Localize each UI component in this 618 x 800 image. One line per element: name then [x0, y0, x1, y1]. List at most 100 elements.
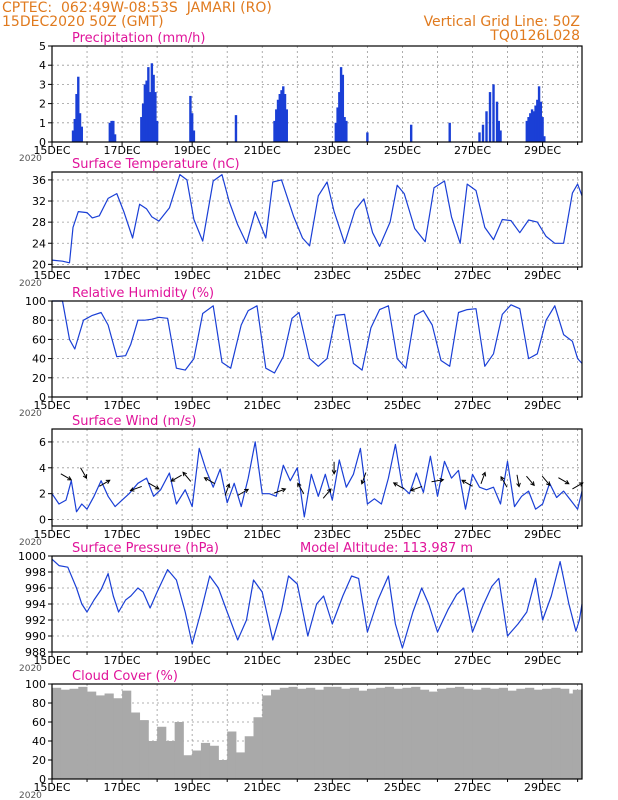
cloud-cover-bar	[419, 689, 430, 779]
cloud-cover-bar	[69, 688, 79, 779]
surface_pressure-xtick-label: 25DEC	[384, 654, 421, 667]
precipitation-frame	[51, 45, 583, 143]
precipitation-year-label: 2020	[19, 154, 42, 164]
surface_wind-xtick-label: 25DEC	[384, 528, 421, 541]
cloud-cover-bar	[498, 687, 508, 779]
cloud-cover-bar	[393, 688, 403, 779]
cloud-cover-bar	[358, 690, 368, 779]
cloud-cover-bar	[367, 688, 377, 779]
precipitation-xtick-label: 21DEC	[244, 144, 281, 157]
cloud_cover-title: Cloud Cover (%)	[72, 669, 178, 684]
precipitation-bar	[147, 67, 150, 142]
cloud_cover-xtick-label: 29DEC	[524, 781, 561, 794]
precipitation-xtick-label: 27DEC	[454, 144, 491, 157]
cloud-cover-bar	[402, 687, 412, 779]
wind-arrow-head	[182, 471, 187, 477]
relative_humidity-year-label: 2020	[19, 409, 42, 419]
cloud-cover-bar	[533, 689, 544, 779]
header-code: TQ0126L028	[490, 28, 580, 44]
surface_pressure-xtick-label: 15DEC	[33, 654, 70, 667]
precipitation-bar	[276, 99, 280, 142]
precipitation-xtick-label: 15DEC	[33, 144, 70, 157]
precipitation-bar	[77, 76, 80, 142]
surface_wind-panel	[48, 428, 584, 531]
cloud-cover-bar	[376, 687, 386, 779]
precipitation-bar	[141, 103, 145, 142]
cloud-cover-bar	[253, 717, 263, 779]
cloud-cover-bar	[288, 686, 298, 779]
precipitation-bar	[530, 109, 534, 142]
surface_pressure-xtick-label: 23DEC	[314, 654, 351, 667]
surface_pressure-ytick-label: 996	[25, 582, 46, 595]
wind-arrow-head	[516, 482, 521, 488]
cloud-cover-bar	[157, 726, 167, 779]
surface_pressure-xtick-label: 19DEC	[174, 654, 211, 667]
wind-arrow-head	[360, 479, 366, 485]
cloud-cover-bar	[165, 741, 176, 779]
precipitation-bar	[536, 99, 539, 142]
precipitation-bar	[537, 86, 541, 142]
cloud-cover-bar	[297, 688, 307, 779]
wind-arrow-head	[392, 482, 398, 487]
precipitation-bar	[534, 105, 537, 142]
precipitation-bar	[343, 117, 346, 142]
precipitation-bar	[140, 117, 143, 142]
wind-arrow-head	[67, 476, 73, 481]
precipitation-ytick-label: 0	[39, 136, 46, 149]
cloud-cover-bar	[437, 688, 447, 779]
precipitation-bar	[336, 107, 339, 142]
surface_wind-year-label: 2020	[19, 538, 42, 548]
cloud-cover-bar	[411, 686, 421, 779]
wind-arrow-head	[409, 487, 415, 492]
wind-arrow	[99, 479, 111, 487]
precipitation-xtick-label: 19DEC	[174, 144, 211, 157]
wind-arrow	[237, 488, 249, 496]
relative_humidity-xtick-label: 29DEC	[524, 399, 561, 412]
relative_humidity-ytick-label: 60	[32, 333, 46, 346]
cloud_cover-xtick-label: 21DEC	[244, 781, 281, 794]
precipitation-bar	[80, 126, 83, 142]
surface_wind-xtick-label: 15DEC	[33, 528, 70, 541]
relative_humidity-xtick-label: 17DEC	[104, 399, 141, 412]
precipitation-bar	[409, 124, 413, 142]
cloud-cover-bar	[341, 688, 351, 779]
surface_wind-ytick-label: 6	[39, 436, 46, 449]
cloud-cover-bar	[572, 689, 582, 779]
cloud-cover-bar	[472, 689, 482, 779]
surface_wind-frame	[51, 428, 583, 527]
precipitation-bar	[488, 92, 492, 142]
wind-arrow-head	[105, 479, 111, 484]
cloud_cover-ytick-label: 100	[25, 678, 46, 691]
precipitation-bar	[152, 74, 155, 142]
relative_humidity-xtick-label: 15DEC	[33, 399, 70, 412]
surface_wind-xtick-label: 21DEC	[244, 528, 281, 541]
precipitation-bar	[448, 122, 451, 142]
relative_humidity-xtick-label: 27DEC	[454, 399, 491, 412]
cloud-cover-bar	[323, 686, 333, 779]
surface_wind-line	[51, 441, 583, 518]
cloud-cover-bar	[139, 720, 149, 779]
precipitation-bar	[73, 118, 76, 142]
precipitation-bar	[341, 74, 345, 142]
wind-arrow-head	[203, 477, 209, 482]
surface_wind-title: Surface Wind (m/s)	[72, 414, 196, 429]
surface_temperature-ytick-label: 28	[32, 216, 46, 229]
cloud_cover-ytick-label: 0	[39, 773, 46, 786]
relative_humidity-ytick-label: 80	[32, 314, 46, 327]
precipitation-bar	[282, 86, 285, 142]
precipitation-bar	[154, 92, 157, 142]
precipitation-xtick-label: 23DEC	[314, 144, 351, 157]
relative_humidity-line	[52, 300, 583, 374]
header-run-time: 15DEC2020 50Z (GMT)	[2, 14, 164, 30]
cloud_cover-xtick-label: 23DEC	[314, 781, 351, 794]
precipitation-bar	[112, 120, 115, 142]
wind-arrow	[526, 475, 535, 486]
cloud-cover-bar	[52, 687, 62, 779]
header-grid-line: Vertical Grid Line: 50Z	[423, 14, 580, 30]
cloud-cover-bar	[525, 687, 535, 779]
wind-arrow	[516, 474, 520, 487]
wind-arrow	[480, 472, 486, 484]
cloud-cover-bar	[454, 686, 465, 779]
precipitation-bar	[78, 113, 82, 142]
precipitation-bar	[485, 111, 488, 142]
